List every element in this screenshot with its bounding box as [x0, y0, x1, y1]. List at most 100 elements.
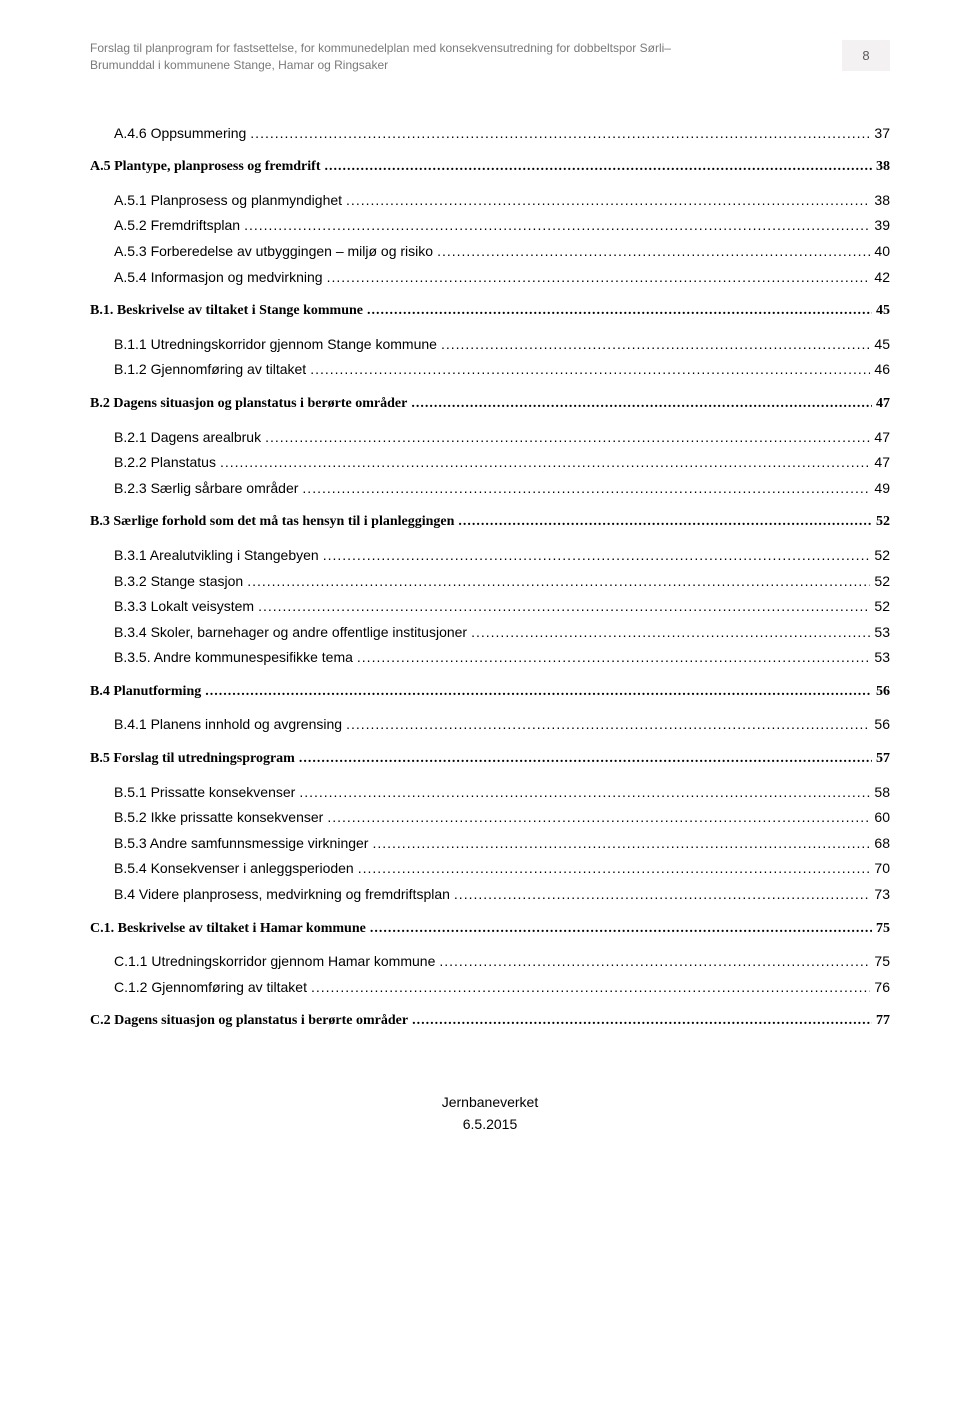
toc-entry-label: B.1. Beskrivelse av tiltaket i Stange ko…	[90, 301, 363, 321]
toc-entry: B.3.2 Stange stasjon 52	[90, 572, 890, 592]
toc-entry-page: 75	[876, 919, 890, 939]
toc-entry: B.3.5. Andre kommunespesifikke tema53	[90, 648, 890, 668]
toc-dot-leader	[458, 512, 872, 532]
toc-dot-leader	[346, 715, 870, 735]
toc-entry: B.3.1 Arealutvikling i Stangebyen52	[90, 546, 890, 566]
toc-dot-leader	[411, 394, 872, 414]
toc-entry-label: B.5.3 Andre samfunnsmessige virkninger	[114, 834, 368, 854]
toc-entry-label: B.2 Dagens situasjon og planstatus i ber…	[90, 394, 407, 414]
toc-entry-label: B.3.2 Stange stasjon	[114, 572, 243, 592]
toc-entry-page: 37	[874, 124, 890, 144]
toc-entry-page: 38	[876, 157, 890, 177]
toc-dot-leader	[310, 360, 870, 380]
toc-dot-leader	[247, 572, 870, 592]
toc-entry-label: B.5.4 Konsekvenser i anleggsperioden	[114, 859, 354, 879]
toc-entry-page: 47	[874, 453, 890, 473]
toc-entry: B.4.1 Planens innhold og avgrensing 56	[90, 715, 890, 735]
toc-entry-page: 53	[874, 623, 890, 643]
toc-dot-leader	[372, 834, 870, 854]
toc-entry-page: 77	[876, 1011, 890, 1031]
toc-entry-label: B.5.1 Prissatte konsekvenser	[114, 783, 295, 803]
toc-entry-page: 60	[874, 808, 890, 828]
toc-entry-page: 52	[876, 512, 890, 532]
toc-entry: C.1. Beskrivelse av tiltaket i Hamar kom…	[90, 919, 890, 939]
toc-entry-label: A.5 Plantype, planprosess og fremdrift	[90, 157, 320, 177]
toc-dot-leader	[441, 335, 870, 355]
toc-entry: A.5.1 Planprosess og planmyndighet38	[90, 191, 890, 211]
toc-entry-label: B.5 Forslag til utredningsprogram	[90, 749, 295, 769]
toc-entry: B.2 Dagens situasjon og planstatus i ber…	[90, 394, 890, 414]
toc-entry-page: 58	[874, 783, 890, 803]
toc-dot-leader	[327, 808, 870, 828]
toc-entry: C.1.2 Gjennomføring av tiltaket76	[90, 978, 890, 998]
toc-entry-page: 38	[874, 191, 890, 211]
toc-entry-page: 42	[874, 268, 890, 288]
toc-entry: B.1. Beskrivelse av tiltaket i Stange ko…	[90, 301, 890, 321]
footer-date: 6.5.2015	[90, 1113, 890, 1135]
toc-dot-leader	[220, 453, 870, 473]
toc-entry-page: 76	[874, 978, 890, 998]
toc-entry-page: 45	[876, 301, 890, 321]
toc-dot-leader	[454, 885, 871, 905]
toc-entry-page: 56	[874, 715, 890, 735]
footer-org: Jernbaneverket	[90, 1091, 890, 1113]
toc-entry-page: 52	[874, 572, 890, 592]
toc-dot-leader	[346, 191, 870, 211]
toc-dot-leader	[311, 978, 870, 998]
document-page: Forslag til planprogram for fastsettelse…	[0, 0, 960, 1176]
toc-entry: B.5 Forslag til utredningsprogram 57	[90, 749, 890, 769]
toc-entry: B.2.2 Planstatus 47	[90, 453, 890, 473]
toc-entry-label: A.4.6 Oppsummering	[114, 124, 246, 144]
toc-entry-page: 47	[874, 428, 890, 448]
toc-entry-label: B.1.2 Gjennomføring av tiltaket	[114, 360, 306, 380]
toc-dot-leader	[471, 623, 870, 643]
toc-entry-page: 56	[876, 682, 890, 702]
toc-dot-leader	[302, 479, 870, 499]
toc-entry-page: 70	[874, 859, 890, 879]
toc-entry-page: 52	[874, 597, 890, 617]
toc-dot-leader	[327, 268, 871, 288]
toc-entry-page: 49	[874, 479, 890, 499]
toc-entry-label: B.3.1 Arealutvikling i Stangebyen	[114, 546, 319, 566]
header-title: Forslag til planprogram for fastsettelse…	[90, 40, 671, 74]
toc-entry-page: 75	[874, 952, 890, 972]
toc-entry: B.4 Videre planprosess, medvirkning og f…	[90, 885, 890, 905]
toc-entry-label: B.3 Særlige forhold som det må tas hensy…	[90, 512, 454, 532]
toc-dot-leader	[205, 682, 872, 702]
toc-entry-page: 68	[874, 834, 890, 854]
toc-entry: A.4.6 Oppsummering 37	[90, 124, 890, 144]
toc-entry-label: B.4 Videre planprosess, medvirkning og f…	[114, 885, 450, 905]
toc-dot-leader	[299, 783, 870, 803]
toc-dot-leader	[367, 301, 872, 321]
toc-entry-label: B.2.2 Planstatus	[114, 453, 216, 473]
page-number: 8	[842, 40, 890, 71]
toc-entry: B.5.1 Prissatte konsekvenser 58	[90, 783, 890, 803]
toc-entry-label: A.5.4 Informasjon og medvirkning	[114, 268, 323, 288]
toc-entry: B.2.1 Dagens arealbruk47	[90, 428, 890, 448]
toc-entry-label: B.2.3 Særlig sårbare områder	[114, 479, 298, 499]
toc-entry-label: B.4.1 Planens innhold og avgrensing	[114, 715, 342, 735]
toc-entry: B.1.1 Utredningskorridor gjennom Stange …	[90, 335, 890, 355]
toc-entry-label: C.2 Dagens situasjon og planstatus i ber…	[90, 1011, 408, 1031]
toc-entry-page: 40	[874, 242, 890, 262]
toc-entry: B.2.3 Særlig sårbare områder 49	[90, 479, 890, 499]
toc-dot-leader	[299, 749, 872, 769]
toc-dot-leader	[258, 597, 870, 617]
table-of-contents: A.4.6 Oppsummering 37 A.5 Plantype, planpr…	[90, 124, 890, 1031]
toc-dot-leader	[357, 648, 871, 668]
toc-entry: B.4 Planutforming56	[90, 682, 890, 702]
toc-entry: A.5.2 Fremdriftsplan39	[90, 216, 890, 236]
toc-entry-label: B.5.2 Ikke prissatte konsekvenser	[114, 808, 323, 828]
toc-entry-label: A.5.2 Fremdriftsplan	[114, 216, 240, 236]
toc-entry: B.3 Særlige forhold som det må tas hensy…	[90, 512, 890, 532]
toc-entry-page: 46	[874, 360, 890, 380]
toc-entry-page: 57	[876, 749, 890, 769]
header-line-2: Brumunddal i kommunene Stange, Hamar og …	[90, 58, 388, 72]
toc-entry: C.1.1 Utredningskorridor gjennom Hamar k…	[90, 952, 890, 972]
toc-entry: B.3.3 Lokalt veisystem52	[90, 597, 890, 617]
toc-entry-page: 73	[874, 885, 890, 905]
toc-entry-label: B.3.5. Andre kommunespesifikke tema	[114, 648, 353, 668]
toc-dot-leader	[323, 546, 871, 566]
toc-entry-page: 47	[876, 394, 890, 414]
header-line-1: Forslag til planprogram for fastsettelse…	[90, 41, 671, 55]
